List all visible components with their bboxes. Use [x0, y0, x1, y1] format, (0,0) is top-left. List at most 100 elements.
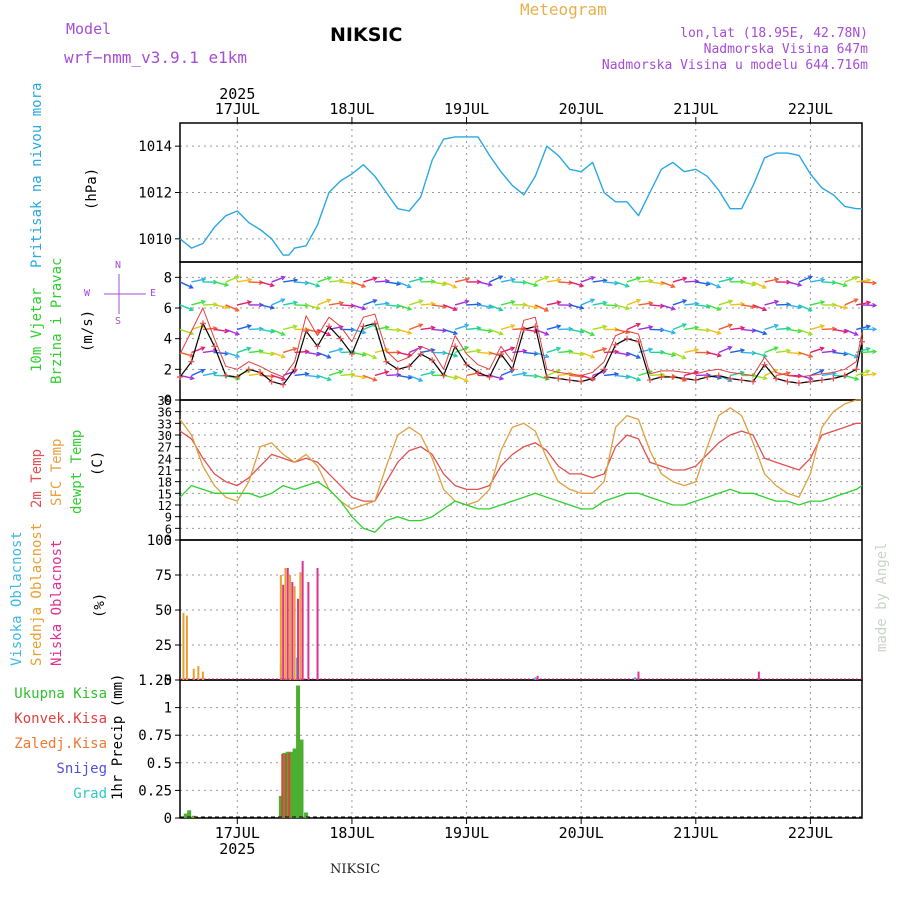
wind-point: [681, 375, 688, 382]
wind-arrow-head: [579, 305, 585, 310]
wind-arrow: [420, 349, 435, 354]
wind-arrow: [833, 328, 848, 333]
wind-arrow: [844, 328, 858, 336]
wind-point: [360, 323, 367, 330]
cloud-bar: [279, 575, 282, 680]
wind-arrow: [283, 301, 298, 306]
y-tick-label: 30: [158, 429, 172, 443]
wind-arrow-head: [694, 347, 700, 353]
wind-arrow: [661, 281, 675, 288]
compass-e: E: [150, 288, 157, 299]
y-tick-label: 0: [164, 393, 172, 409]
cloud-bar: [284, 568, 287, 680]
wind-point: [222, 372, 229, 379]
wind-arrow-head: [773, 346, 779, 351]
y-tick-label: 1: [164, 701, 172, 717]
footer-station: NIKSIC: [330, 862, 381, 877]
wind-arrow-head: [224, 304, 230, 310]
wind-point: [555, 375, 562, 382]
wind-point: [268, 378, 275, 385]
wind-arrow-head: [716, 283, 722, 289]
cloud-bar: [316, 568, 319, 680]
wind-arrow-head: [602, 324, 608, 330]
wind-point: [578, 378, 585, 385]
wind-arrow: [661, 351, 676, 357]
wind-arrow: [191, 346, 205, 354]
precip-bar: [183, 813, 188, 818]
wind-arrow-head: [589, 331, 596, 337]
wind-arrow: [305, 351, 321, 356]
wind-arrow: [649, 304, 664, 307]
wind-arrow-head: [670, 329, 677, 335]
y-tick-label: 0.5: [147, 756, 172, 772]
wind-arrow: [580, 328, 595, 336]
wind-arrow: [638, 302, 653, 306]
wind-arrow: [260, 351, 275, 355]
wind-arrow: [695, 328, 710, 332]
wind-arrow-head: [510, 277, 516, 283]
wind-arrow: [306, 374, 321, 378]
wind-point: [704, 374, 711, 380]
wind-arrow-head: [326, 376, 332, 382]
wind-point: [818, 377, 825, 384]
wind-arrow: [432, 304, 447, 308]
wind-arrow: [810, 324, 825, 331]
pressure-label: Pritisak na nivou mora: [29, 82, 45, 268]
wind-arrow-head: [246, 324, 252, 329]
y-tick-label: 1010: [138, 232, 172, 248]
wind-arrow: [741, 304, 756, 308]
wind-point: [784, 378, 791, 385]
wind-point: [245, 366, 252, 373]
wind-arrow-head: [280, 298, 286, 303]
wind-arrow-head: [326, 298, 332, 304]
temp-line-1: [179, 399, 862, 510]
compass-w: W: [84, 288, 91, 299]
wind-arrow-head: [361, 352, 367, 357]
wind-arrow: [764, 324, 779, 331]
wind-arrow-head: [452, 330, 459, 336]
y-tick-label: 50: [155, 603, 172, 619]
wind-arrow-head: [510, 299, 516, 305]
legend-conv-rain: Konvek.Kisa: [14, 711, 107, 727]
wind-arrow-head: [418, 276, 424, 282]
wind-arrow: [810, 301, 825, 306]
model-label: Model: [66, 20, 112, 38]
wind-arrow: [684, 326, 699, 331]
wind-arrow: [363, 277, 377, 283]
wind-arrow: [672, 323, 687, 331]
wind-point: [807, 378, 814, 385]
legend-snow: Snijeg: [56, 761, 107, 777]
wind-point: [314, 343, 321, 350]
wind-arrow: [672, 351, 686, 360]
wind-point: [326, 323, 333, 330]
y-tick-label: 36: [158, 406, 172, 420]
precip-bar: [278, 795, 283, 818]
wind-arrow: [775, 327, 791, 331]
wind-arrow-head: [842, 282, 849, 288]
wind-arrow: [741, 281, 756, 286]
wind-arrow-head: [819, 346, 825, 352]
wind-arrow-head: [762, 353, 768, 358]
wind-arrow: [523, 304, 538, 309]
wind-arrow: [409, 277, 423, 283]
y-tick-label: 6: [165, 522, 172, 536]
x-tick-label: 18JUL: [329, 100, 374, 118]
x-tick-label: 20JUL: [559, 824, 604, 842]
wind-arrow: [764, 300, 779, 306]
pressure-unit: (hPa): [84, 167, 100, 210]
year-label: 2025: [219, 840, 255, 858]
wind-arrow: [489, 275, 503, 283]
wind-arrow-head: [872, 302, 878, 308]
wind-arrow-head: [820, 277, 826, 283]
wind-arrow-head: [716, 352, 723, 358]
wind-arrow-head: [499, 375, 505, 381]
precip-bar: [282, 752, 287, 818]
wind-arrow: [752, 281, 767, 289]
wind-arrow: [707, 351, 722, 357]
wind-point: [859, 338, 865, 345]
wind-arrow: [787, 328, 802, 333]
wind-arrow: [328, 370, 343, 377]
wind-arrow-head: [819, 369, 825, 374]
wind-arrow-head: [406, 306, 413, 311]
wind-arrow-head: [739, 348, 746, 354]
